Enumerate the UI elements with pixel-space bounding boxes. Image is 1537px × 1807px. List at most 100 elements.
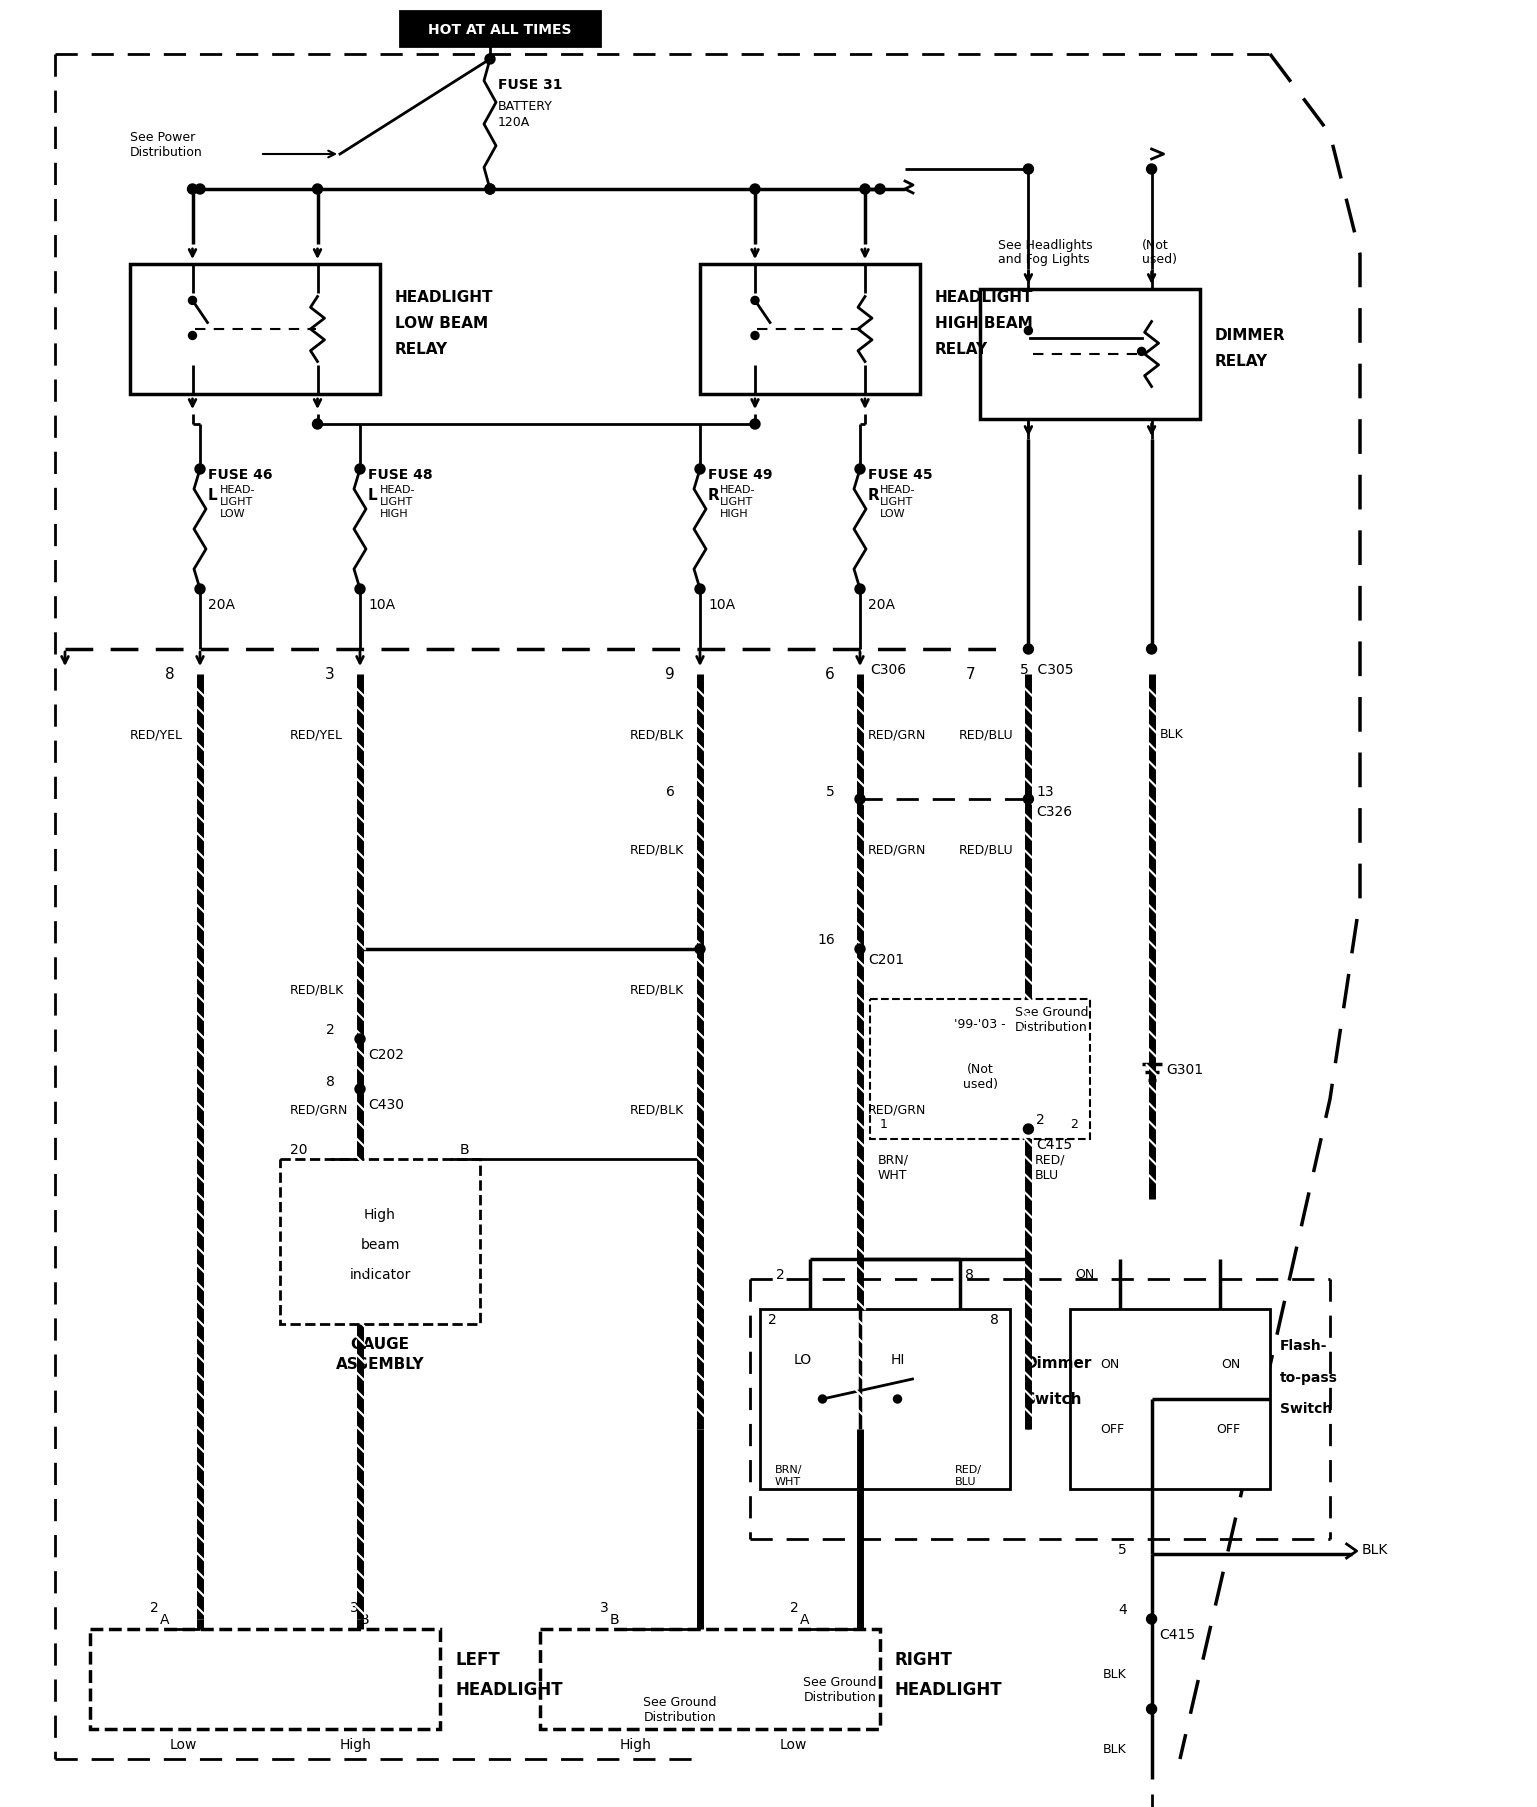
Circle shape	[750, 419, 759, 430]
Text: RED/GRN: RED/GRN	[868, 728, 927, 741]
Text: BLU: BLU	[1034, 1169, 1059, 1182]
Text: (Not
used): (Not used)	[962, 1063, 998, 1090]
Text: RELAY: RELAY	[395, 342, 449, 356]
Text: WHT: WHT	[775, 1476, 801, 1485]
Text: L: L	[207, 488, 218, 502]
Text: C415: C415	[1159, 1626, 1196, 1641]
Circle shape	[1024, 645, 1033, 654]
Text: FUSE 48: FUSE 48	[367, 468, 432, 482]
Circle shape	[695, 585, 705, 595]
Circle shape	[819, 1395, 827, 1404]
Text: ASSEMBLY: ASSEMBLY	[335, 1357, 424, 1372]
Circle shape	[1147, 1614, 1157, 1624]
Text: RED/BLU: RED/BLU	[959, 844, 1013, 857]
Text: indicator: indicator	[349, 1267, 410, 1281]
Text: (Not: (Not	[1142, 239, 1168, 251]
Text: 8: 8	[965, 1267, 974, 1281]
Circle shape	[855, 585, 865, 595]
Text: FUSE 46: FUSE 46	[207, 468, 272, 482]
Text: 6: 6	[666, 784, 675, 799]
Circle shape	[855, 945, 865, 954]
Circle shape	[861, 184, 870, 195]
Text: See Headlights: See Headlights	[999, 239, 1093, 251]
Text: ON: ON	[1074, 1269, 1094, 1281]
Text: 5: 5	[827, 784, 835, 799]
Text: RELAY: RELAY	[934, 342, 988, 356]
Text: 2: 2	[768, 1312, 776, 1326]
Text: HEADLIGHT: HEADLIGHT	[934, 289, 1033, 305]
Text: BRN/: BRN/	[878, 1153, 908, 1166]
Text: HI: HI	[890, 1352, 905, 1366]
Text: C430: C430	[367, 1097, 404, 1111]
Text: used): used)	[1142, 253, 1177, 266]
Text: 20A: 20A	[207, 598, 235, 611]
Text: 3: 3	[599, 1601, 609, 1614]
Text: Dimmer: Dimmer	[1025, 1355, 1093, 1372]
Text: GAUGE: GAUGE	[350, 1337, 409, 1352]
Text: RED/YEL: RED/YEL	[131, 728, 183, 741]
Text: 2: 2	[1070, 1119, 1077, 1131]
Text: RED/BLK: RED/BLK	[290, 983, 344, 996]
Circle shape	[312, 419, 323, 430]
Text: OFF: OFF	[1100, 1422, 1124, 1437]
Text: 8: 8	[326, 1075, 335, 1088]
Bar	[91, 1630, 440, 1729]
Text: HEAD-
LIGHT
LOW: HEAD- LIGHT LOW	[881, 484, 916, 519]
Text: RED/GRN: RED/GRN	[868, 844, 927, 857]
Text: L: L	[367, 488, 378, 502]
Text: 2: 2	[790, 1601, 799, 1614]
Text: 2: 2	[776, 1267, 785, 1281]
Text: HEADLIGHT: HEADLIGHT	[455, 1681, 563, 1699]
Text: BLK: BLK	[1104, 1742, 1127, 1756]
Text: RED/BLU: RED/BLU	[959, 728, 1013, 741]
Text: HEAD-
LIGHT
HIGH: HEAD- LIGHT HIGH	[719, 484, 756, 519]
Circle shape	[188, 184, 197, 195]
Circle shape	[752, 332, 759, 340]
Text: A: A	[799, 1612, 810, 1626]
Text: LOW BEAM: LOW BEAM	[395, 316, 489, 331]
Text: BLK: BLK	[1159, 728, 1183, 741]
Text: High: High	[364, 1207, 397, 1222]
Text: RED/: RED/	[1034, 1153, 1065, 1166]
Text: 16: 16	[818, 932, 835, 947]
Text: ON: ON	[1220, 1357, 1240, 1372]
Text: Low: Low	[779, 1737, 807, 1751]
Text: BLU: BLU	[954, 1476, 976, 1485]
Text: Flash-: Flash-	[1280, 1339, 1328, 1352]
Text: beam: beam	[360, 1238, 400, 1250]
Circle shape	[1147, 164, 1157, 175]
Text: G301: G301	[1167, 1063, 1203, 1077]
Text: C326: C326	[1036, 804, 1073, 819]
Text: Switch: Switch	[1280, 1400, 1333, 1415]
Text: 8: 8	[990, 1312, 999, 1326]
Circle shape	[195, 464, 204, 475]
Circle shape	[486, 54, 495, 65]
Bar	[1070, 1310, 1270, 1489]
Text: FUSE 49: FUSE 49	[709, 468, 773, 482]
Text: ON: ON	[1100, 1357, 1119, 1372]
Text: B: B	[460, 1142, 470, 1156]
Circle shape	[752, 296, 759, 305]
Text: OFF: OFF	[1216, 1422, 1240, 1437]
Circle shape	[875, 184, 885, 195]
Text: 3: 3	[350, 1601, 358, 1614]
Text: LO: LO	[793, 1352, 812, 1366]
Text: RIGHT: RIGHT	[895, 1650, 953, 1668]
Circle shape	[355, 585, 364, 595]
Text: R: R	[709, 488, 719, 502]
Text: BATTERY: BATTERY	[498, 101, 553, 114]
Circle shape	[695, 945, 705, 954]
Circle shape	[312, 184, 323, 195]
Text: High: High	[619, 1737, 652, 1751]
Text: See Ground
Distribution: See Ground Distribution	[644, 1695, 716, 1724]
Text: FUSE 31: FUSE 31	[498, 78, 563, 92]
Text: C415: C415	[1036, 1137, 1073, 1151]
Text: HEAD-
LIGHT
HIGH: HEAD- LIGHT HIGH	[380, 484, 415, 519]
Text: 20A: 20A	[868, 598, 895, 611]
Text: 20: 20	[290, 1142, 307, 1156]
Circle shape	[486, 184, 495, 195]
Circle shape	[1137, 349, 1145, 356]
Text: 5  C305: 5 C305	[1021, 663, 1073, 676]
Text: FUSE 45: FUSE 45	[868, 468, 933, 482]
Text: HEADLIGHT: HEADLIGHT	[395, 289, 493, 305]
